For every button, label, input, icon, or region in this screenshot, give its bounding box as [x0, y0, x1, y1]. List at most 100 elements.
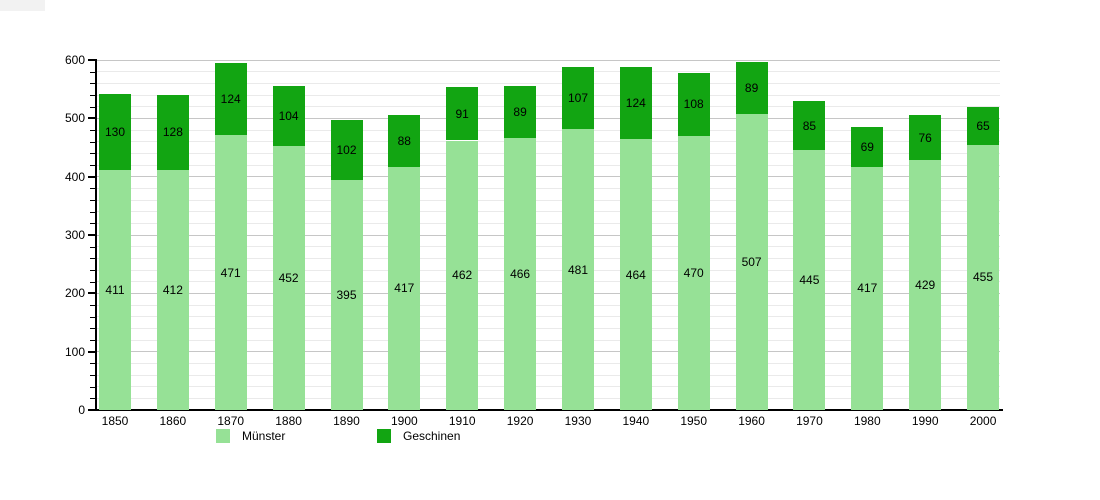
y-minor-tick	[90, 316, 96, 318]
bar-value-münster-1990: 429	[915, 277, 936, 292]
x-axis-tick-label-1860: 1860	[159, 414, 187, 428]
y-minor-tick	[90, 83, 96, 85]
bar-value-geschinen-1970: 85	[802, 118, 817, 133]
x-axis-tick-label-1950: 1950	[680, 414, 708, 428]
y-minor-tick	[90, 223, 96, 225]
legend-item-geschinen: Geschinen	[377, 429, 460, 443]
bar-segment-geschinen-1940	[619, 67, 652, 140]
bar-value-münster-1910: 462	[452, 268, 473, 283]
bar-value-geschinen-1960: 89	[744, 81, 759, 96]
y-minor-tick	[90, 153, 96, 155]
bar-segment-geschinen-1930	[562, 67, 594, 130]
y-major-tick	[88, 59, 96, 61]
bar-segment-geschinen-1880	[272, 85, 305, 147]
bar-value-münster-1960: 507	[741, 255, 762, 270]
bar-value-münster-1880: 452	[278, 271, 299, 286]
gridline-major	[97, 59, 1000, 61]
bar-value-geschinen-1850: 130	[104, 125, 126, 140]
bar-value-geschinen-1920: 89	[513, 105, 527, 120]
bar-segment-münster-1920	[504, 138, 537, 410]
y-major-tick	[88, 175, 96, 178]
bar-value-münster-1850: 411	[105, 283, 125, 298]
bar-value-geschinen-1940: 124	[625, 96, 646, 111]
bar-segment-münster-1980	[851, 166, 884, 410]
x-axis-tick-label-1880: 1880	[275, 414, 302, 428]
bar-value-münster-1970: 445	[799, 273, 820, 288]
x-axis-tick-label-1930: 1930	[564, 414, 592, 428]
y-minor-tick	[90, 281, 96, 283]
y-axis-tick-label: 100	[64, 344, 85, 359]
legend-swatch-muenster-icon	[216, 429, 230, 443]
y-minor-tick	[90, 71, 96, 73]
x-axis-line	[95, 409, 1003, 411]
x-axis-tick-label-1850: 1850	[101, 414, 129, 428]
bar-value-münster-1860: 412	[162, 282, 183, 297]
bar-segment-geschinen-1960	[735, 62, 768, 115]
bar-value-münster-1950: 470	[683, 265, 704, 280]
bar-segment-münster-1970	[793, 150, 826, 410]
bar-segment-geschinen-1980	[851, 126, 884, 167]
bar-segment-münster-1940	[619, 139, 652, 410]
x-axis-tick-label-1980: 1980	[853, 414, 881, 428]
bar-value-münster-1930: 481	[567, 262, 589, 277]
bar-segment-münster-1900	[388, 166, 421, 410]
x-axis-tick-label-1910: 1910	[448, 414, 476, 428]
y-minor-tick	[90, 200, 96, 201]
bar-value-geschinen-1990: 76	[918, 130, 932, 145]
y-minor-tick	[90, 130, 96, 131]
y-major-tick	[88, 234, 96, 236]
bar-value-münster-2000: 455	[972, 270, 994, 285]
y-axis-tick-label: 400	[64, 169, 85, 184]
y-minor-tick	[90, 188, 96, 190]
y-axis-tick-label: 600	[64, 53, 85, 67]
x-axis-tick-label-2000: 2000	[969, 414, 997, 428]
bar-value-münster-1920: 466	[510, 267, 531, 282]
bar-segment-geschinen-1870	[214, 62, 247, 136]
y-minor-tick	[90, 398, 96, 400]
y-axis-tick-label: 300	[64, 228, 85, 242]
x-axis-tick-label-1960: 1960	[738, 414, 765, 428]
bar-value-münster-1890: 395	[336, 287, 357, 302]
x-axis-tick-label-1990: 1990	[911, 414, 939, 428]
bar-segment-geschinen-1990	[909, 115, 942, 160]
legend-label-geschinen: Geschinen	[403, 429, 461, 443]
y-axis-line	[95, 59, 97, 411]
legend-swatch-geschinen-icon	[377, 429, 391, 443]
bar-value-geschinen-1900: 88	[397, 134, 411, 149]
bar-value-geschinen-1880: 104	[278, 109, 299, 123]
bar-value-geschinen-1950: 108	[683, 97, 704, 112]
bar-value-geschinen-2000: 65	[976, 118, 990, 133]
bar-value-münster-1870: 471	[220, 265, 241, 280]
y-axis-tick-label: 500	[64, 111, 85, 126]
y-minor-tick	[90, 375, 96, 376]
x-axis-tick-label-1940: 1940	[622, 414, 650, 428]
y-minor-tick	[90, 165, 96, 166]
y-minor-tick	[90, 270, 96, 271]
bar-segment-münster-1910	[446, 140, 479, 410]
bar-segment-geschinen-1900	[388, 115, 421, 167]
bar-value-münster-1980: 417	[857, 281, 878, 296]
bar-segment-münster-1890	[330, 179, 363, 410]
x-axis-tick-label-1920: 1920	[506, 414, 534, 428]
bar-segment-münster-1960	[735, 114, 768, 410]
bar-value-geschinen-1890: 102	[336, 142, 357, 157]
y-minor-tick	[90, 106, 96, 108]
bar-value-geschinen-1980: 69	[860, 139, 874, 154]
y-axis-tick-label: 0	[78, 403, 85, 417]
bar-value-geschinen-1910: 91	[455, 106, 469, 121]
legend-item-muenster: Münster	[216, 429, 285, 443]
bar-segment-geschinen-2000	[967, 106, 999, 145]
y-major-tick	[88, 292, 96, 295]
y-major-tick	[88, 117, 96, 120]
bar-value-münster-1900: 417	[394, 281, 415, 296]
bar-segment-münster-1950	[677, 135, 710, 410]
bar-value-geschinen-1930: 107	[567, 91, 589, 106]
y-major-tick	[88, 350, 96, 353]
y-minor-tick	[90, 386, 96, 388]
x-axis-tick-label-1970: 1970	[796, 414, 823, 428]
y-minor-tick	[90, 305, 96, 306]
bar-segment-münster-1870	[214, 135, 247, 410]
bar-segment-geschinen-1910	[446, 87, 479, 141]
x-axis-tick-label-1870: 1870	[217, 414, 245, 428]
